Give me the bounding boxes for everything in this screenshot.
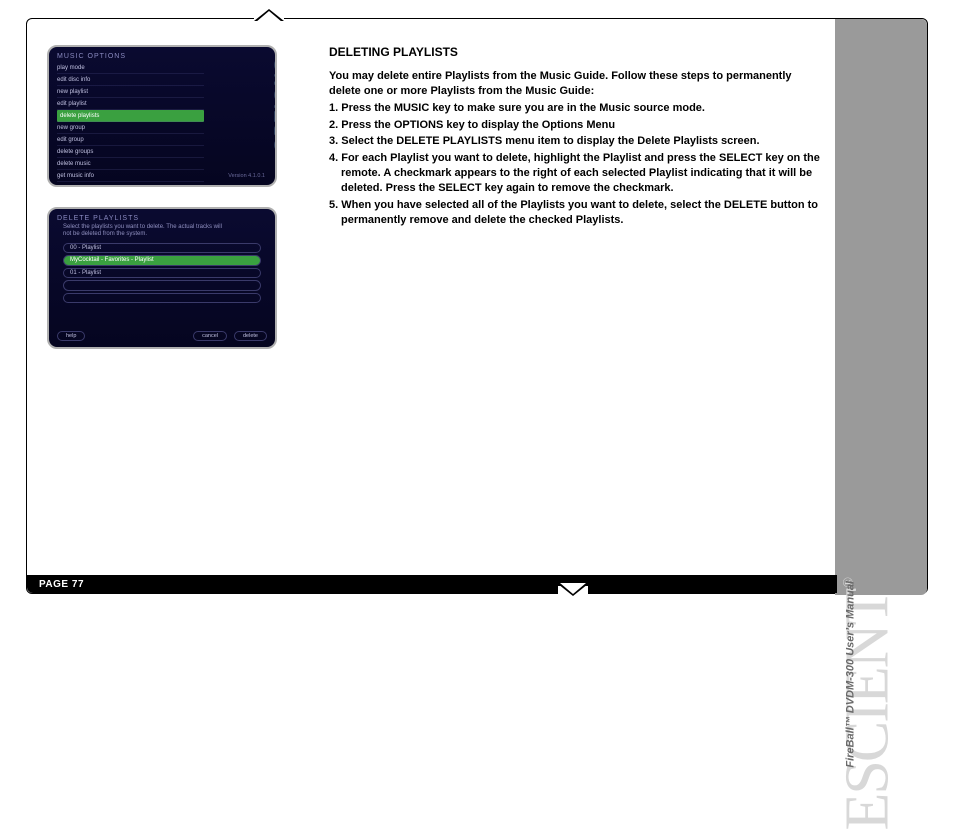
- shot1-menu-item: new playlist: [57, 86, 204, 98]
- step-text: When you have selected all of the Playli…: [341, 199, 818, 226]
- steps-list: 1. Press the MUSIC key to make sure you …: [329, 101, 821, 228]
- shot1-menu-item: play mode: [57, 62, 204, 74]
- step-number: 5.: [329, 199, 341, 211]
- step-number: 2.: [329, 119, 341, 131]
- text-column: DELETING PLAYLISTS You may delete entire…: [329, 45, 821, 229]
- step-number: 1.: [329, 102, 341, 114]
- product-line: FireBall™ DVDM-300 User’s Manual: [845, 581, 857, 768]
- shot1-menu-item: edit group: [57, 134, 204, 146]
- shot2-playlist-row: 01 - Playlist: [63, 268, 261, 279]
- step-text: Press the MUSIC key to make sure you are…: [341, 102, 705, 114]
- step-number: 3.: [329, 135, 341, 147]
- shot1-menu-item: edit disc info: [57, 74, 204, 86]
- step-item: 5. When you have selected all of the Pla…: [329, 198, 821, 228]
- step-item: 2. Press the OPTIONS key to display the …: [329, 118, 821, 133]
- shot2-help-button: help: [57, 331, 85, 341]
- page-number-bar: PAGE 77: [27, 575, 837, 593]
- shot1-title: MUSIC OPTIONS: [57, 53, 267, 60]
- shot2-playlist-row: [63, 280, 261, 291]
- shot2-title: DELETE PLAYLISTS: [57, 215, 267, 222]
- step-number: 4.: [329, 152, 341, 164]
- brand-sidebar: ESCIENT® FireBall™ DVDM-300 User’s Manua…: [835, 19, 927, 595]
- shot2-subtitle: Select the playlists you want to delete.…: [63, 224, 227, 238]
- step-item: 3. Select the DELETE PLAYLISTS menu item…: [329, 134, 821, 149]
- shot1-side-label: OPTIONS: [271, 57, 277, 152]
- step-item: 4. For each Playlist you want to delete,…: [329, 151, 821, 196]
- shot1-menu-item: edit playlist: [57, 98, 204, 110]
- step-text: For each Playlist you want to delete, hi…: [341, 152, 820, 194]
- shot1-menu-item: get music info: [57, 170, 204, 182]
- page-number: PAGE 77: [39, 579, 84, 590]
- shot1-menu: play modeedit disc infonew playlistedit …: [57, 62, 267, 187]
- screenshot-music-options: MUSIC OPTIONS OPTIONS play modeedit disc…: [47, 45, 277, 187]
- bottom-notch-icon: [558, 586, 588, 604]
- shot2-rows: 00 - PlaylistMyCocktail - Favorites - Pl…: [57, 243, 267, 304]
- shot2-delete-button: delete: [234, 331, 267, 341]
- shot1-version: Version 4.1.0.1: [228, 173, 265, 179]
- shot1-menu-item: delete music: [57, 158, 204, 170]
- top-notch-icon: [254, 9, 284, 27]
- page-frame: ESCIENT® FireBall™ DVDM-300 User’s Manua…: [26, 18, 928, 594]
- shot1-menu-item: delete groups: [57, 146, 204, 158]
- step-item: 1. Press the MUSIC key to make sure you …: [329, 101, 821, 116]
- shot2-playlist-row: 00 - Playlist: [63, 243, 261, 254]
- step-text: Select the DELETE PLAYLISTS menu item to…: [341, 135, 759, 147]
- shot2-playlist-row: [63, 293, 261, 304]
- step-text: Press the OPTIONS key to display the Opt…: [341, 119, 615, 131]
- shot2-cancel-button: cancel: [193, 331, 227, 341]
- shot1-menu-item: new group: [57, 122, 204, 134]
- intro-paragraph: You may delete entire Playlists from the…: [329, 69, 821, 99]
- section-heading: DELETING PLAYLISTS: [329, 45, 821, 59]
- shot1-menu-item: return: [57, 182, 204, 187]
- shot2-playlist-row: MyCocktail - Favorites - Playlist: [63, 255, 261, 266]
- content-area: MUSIC OPTIONS OPTIONS play modeedit disc…: [47, 45, 837, 369]
- shot1-menu-item: delete playlists: [57, 110, 204, 122]
- screenshot-delete-playlists: DELETE PLAYLISTS Select the playlists yo…: [47, 207, 277, 349]
